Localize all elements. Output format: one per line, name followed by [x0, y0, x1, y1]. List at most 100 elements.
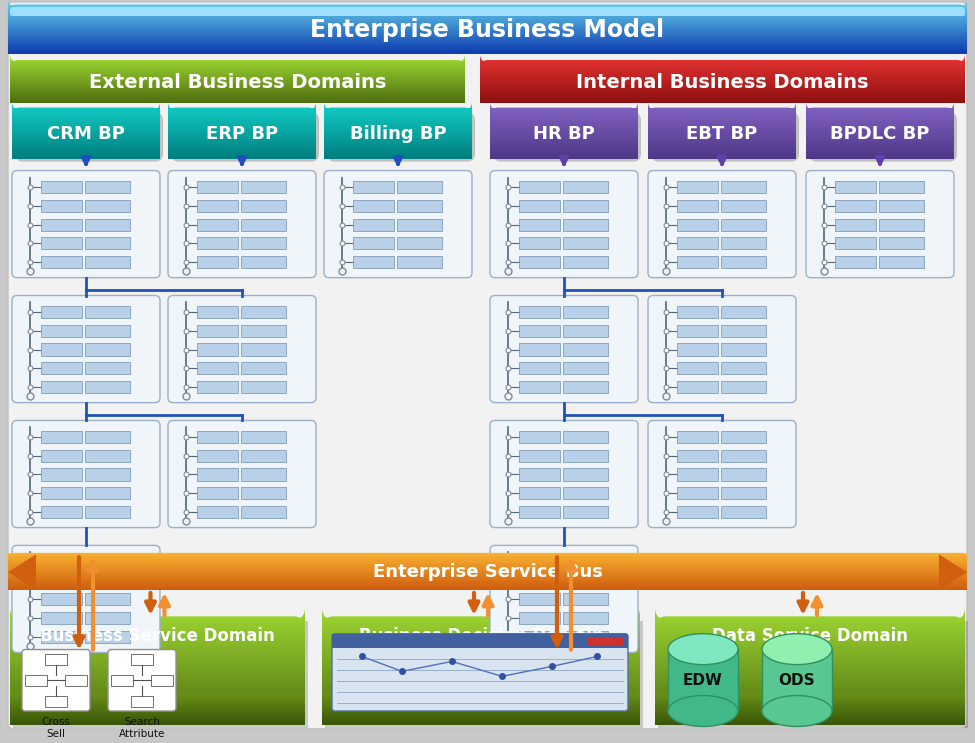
Bar [168, 138, 316, 140]
Bar [480, 94, 965, 96]
Bar [8, 42, 967, 45]
Bar [879, 237, 924, 250]
Bar [324, 133, 472, 135]
Bar [324, 146, 472, 149]
Bar [324, 152, 472, 154]
Bar [322, 713, 640, 716]
Bar [480, 80, 965, 82]
Bar [324, 112, 472, 115]
Bar [806, 146, 954, 148]
Bar [806, 135, 954, 137]
Bar [242, 306, 286, 318]
Bar [648, 146, 796, 149]
Bar [10, 707, 305, 710]
Bar [10, 711, 305, 713]
Bar [322, 709, 640, 713]
Bar [86, 575, 130, 587]
Bar [10, 86, 465, 88]
Bar [12, 139, 160, 141]
Bar [324, 145, 472, 147]
Bar [322, 700, 640, 702]
Bar [322, 645, 640, 648]
Bar [806, 143, 954, 145]
Bar [322, 709, 640, 711]
Bar [806, 126, 954, 129]
Bar [324, 118, 472, 120]
Bar [806, 125, 954, 127]
Bar [324, 126, 472, 129]
Bar [322, 719, 640, 721]
Bar [168, 111, 316, 114]
Bar [519, 556, 561, 568]
Bar [806, 136, 954, 138]
Bar [10, 703, 305, 705]
FancyBboxPatch shape [324, 102, 472, 115]
Bar [322, 641, 640, 645]
Bar [324, 129, 472, 132]
Bar [648, 138, 796, 140]
Bar [480, 85, 965, 88]
Bar [722, 362, 765, 374]
Bar [322, 708, 640, 710]
Bar [655, 718, 965, 721]
Bar [41, 256, 83, 268]
Bar [806, 144, 954, 146]
Bar [519, 380, 561, 393]
Bar [10, 713, 305, 715]
Bar [41, 631, 83, 643]
Bar [10, 74, 465, 77]
FancyBboxPatch shape [490, 296, 638, 403]
Bar [655, 704, 965, 707]
Text: Enterprise Service Bus: Enterprise Service Bus [372, 563, 603, 581]
Bar [12, 149, 160, 152]
Bar [648, 131, 796, 133]
Bar [655, 645, 965, 648]
Bar [10, 710, 305, 711]
Bar [168, 150, 316, 152]
Ellipse shape [762, 634, 832, 664]
Bar [322, 706, 640, 708]
Bar [168, 115, 316, 117]
Bar [322, 650, 640, 654]
Bar [322, 710, 640, 713]
Bar [480, 83, 965, 85]
Bar [564, 181, 607, 193]
Bar [322, 702, 640, 704]
Bar [86, 380, 130, 393]
Bar [168, 132, 316, 134]
Bar [655, 694, 965, 696]
Bar [519, 343, 561, 356]
Bar [564, 343, 607, 356]
Bar [10, 716, 305, 718]
Bar [10, 100, 465, 102]
Bar [655, 668, 965, 672]
Bar [197, 362, 239, 374]
Bar [8, 31, 967, 33]
Bar [480, 77, 965, 80]
Bar [322, 716, 640, 718]
Bar [10, 97, 465, 100]
Bar [10, 690, 305, 692]
Bar [480, 63, 965, 65]
Bar [648, 122, 796, 124]
Bar [655, 708, 965, 710]
Bar [322, 715, 640, 717]
Bar [324, 117, 472, 120]
Bar [10, 704, 305, 705]
Bar [8, 51, 967, 53]
Bar [10, 96, 465, 98]
Bar [41, 556, 83, 568]
Bar [322, 714, 640, 716]
Bar [655, 717, 965, 719]
Bar [10, 83, 465, 85]
Bar [480, 70, 965, 72]
Bar [480, 101, 965, 103]
Bar [10, 700, 305, 704]
Bar [564, 200, 607, 212]
Bar [322, 697, 640, 699]
FancyBboxPatch shape [809, 112, 957, 162]
Bar [655, 716, 965, 718]
Bar [8, 39, 967, 41]
Bar [353, 256, 395, 268]
Bar [648, 152, 796, 155]
